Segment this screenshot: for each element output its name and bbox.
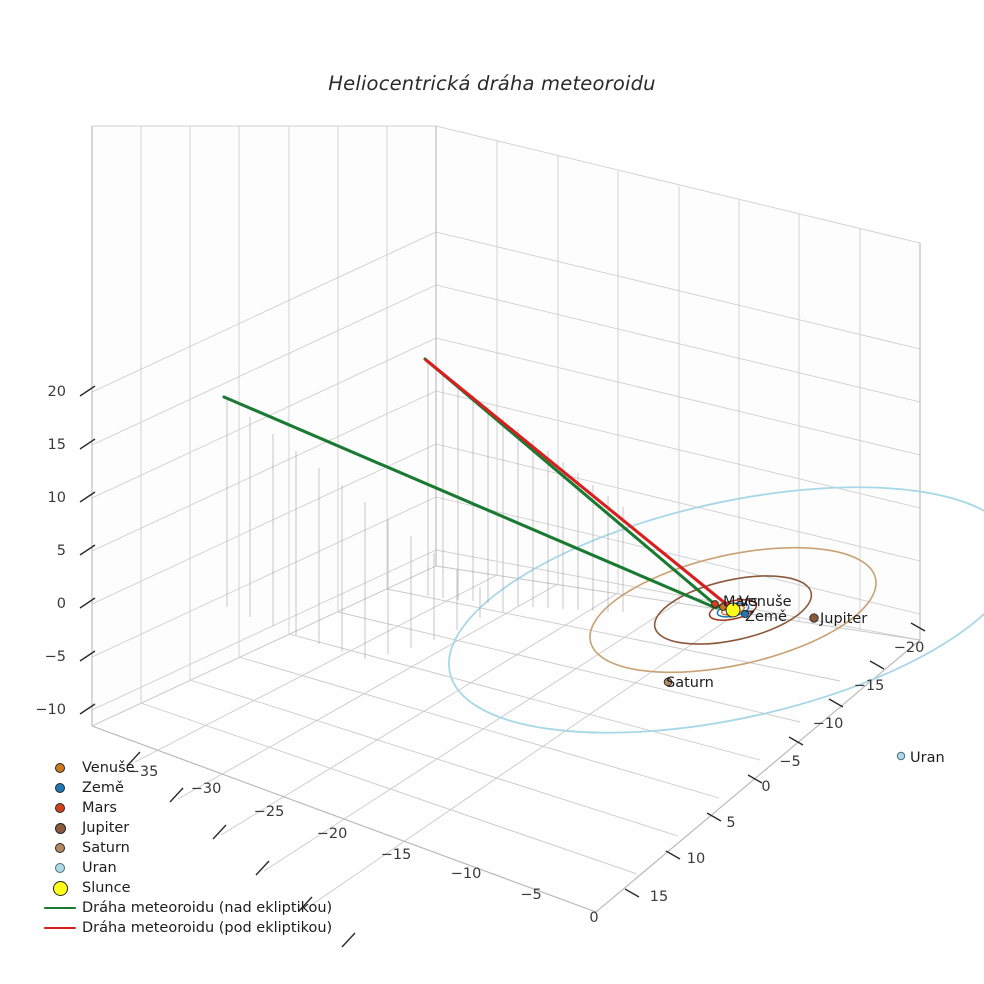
y-tick-label-5: 5 xyxy=(726,815,736,831)
y-tick-label-6: 10 xyxy=(686,851,706,867)
page-title: Heliocentrická dráha meteoroidu xyxy=(328,72,656,95)
legend-label-slunce: Slunce xyxy=(82,880,131,896)
legend-label-jupiter: Jupiter xyxy=(82,820,130,836)
x-tick-label-5: −10 xyxy=(450,866,482,882)
legend-label-zeme: Země xyxy=(82,780,124,796)
x-tick-label-4: −15 xyxy=(380,847,412,863)
body-marker-uranus xyxy=(896,751,906,761)
body-marker-saturn xyxy=(663,677,673,687)
body-marker-sun xyxy=(725,602,741,618)
axis-ticks xyxy=(79,385,926,948)
body-marker-earth xyxy=(740,609,750,619)
x-tick-label-3: −20 xyxy=(316,826,348,842)
red-line-icon xyxy=(38,926,82,930)
legend-label-saturn: Saturn xyxy=(82,840,130,856)
x-tick-label-6: −5 xyxy=(520,887,542,903)
orbit-jupiter xyxy=(653,575,813,645)
legend-label-trajectory-above: Dráha meteoroidu (nad ekliptikou) xyxy=(82,900,333,916)
z-tick-label-3: 5 xyxy=(56,543,66,559)
z-tick-label-1: 15 xyxy=(47,437,66,453)
body-label-jupiter: Jupiter xyxy=(820,611,868,627)
x-tick-label-2: −25 xyxy=(253,804,285,820)
axis-spines xyxy=(91,126,921,913)
legend-label-mars: Mars xyxy=(82,800,117,816)
legend-item-venuse[interactable]: Venuše xyxy=(38,758,332,778)
legend-item-zeme[interactable]: Země xyxy=(38,778,332,798)
x-tick-label-0: −35 xyxy=(127,764,159,780)
legend-item-jupiter[interactable]: Jupiter xyxy=(38,818,332,838)
z-tick-label-6: −10 xyxy=(35,702,66,718)
jupiter-marker-icon xyxy=(38,823,82,833)
legend-label-venuse: Venuše xyxy=(82,760,135,776)
y-tick-label-3: −5 xyxy=(779,754,801,770)
body-label-venus: Venuše xyxy=(739,594,792,610)
trajectory-red-below-ecliptic xyxy=(424,358,733,610)
mars-marker-icon xyxy=(38,804,82,812)
legend-item-uran[interactable]: Uran xyxy=(38,858,332,878)
x-tick-label-7: 0 xyxy=(589,910,599,926)
body-marker-mars xyxy=(711,600,719,608)
legend-item-saturn[interactable]: Saturn xyxy=(38,838,332,858)
z-tick-label-5: −5 xyxy=(44,649,66,665)
legend-item-trajectory-above[interactable]: Dráha meteoroidu (nad ekliptikou) xyxy=(38,898,332,918)
orbit-saturn xyxy=(589,546,877,674)
uranus-marker-icon xyxy=(38,864,82,872)
body-marker-jupiter xyxy=(809,613,819,623)
orbit-uranus xyxy=(448,486,984,734)
y-tick-label-4: 0 xyxy=(761,779,771,795)
z-tick-label-0: 20 xyxy=(47,384,66,400)
trajectory-stems xyxy=(226,362,624,659)
legend-label-trajectory-below: Dráha meteoroidu (pod ekliptikou) xyxy=(82,920,333,936)
earth-marker-icon xyxy=(38,783,82,793)
legend-item-slunce[interactable]: Slunce xyxy=(38,878,332,898)
body-label-earth: Země xyxy=(745,609,787,625)
y-tick-label-7: 15 xyxy=(649,889,669,905)
venus-marker-icon xyxy=(38,764,82,772)
body-label-saturn: Saturn xyxy=(666,675,714,691)
body-label-uranus: Uran xyxy=(910,750,945,766)
z-tick-label-2: 10 xyxy=(47,490,66,506)
body-label-mars: Mars xyxy=(723,594,758,610)
y-tick-label-0: −20 xyxy=(893,640,925,656)
green-line-icon xyxy=(38,906,82,910)
legend-label-uran: Uran xyxy=(82,860,117,876)
body-marker-venus xyxy=(719,603,727,611)
legend-item-trajectory-below[interactable]: Dráha meteoroidu (pod ekliptikou) xyxy=(38,918,332,938)
y-tick-label-1: −15 xyxy=(853,678,885,694)
orbit-mars xyxy=(708,599,758,621)
y-tick-label-2: −10 xyxy=(812,716,844,732)
z-tick-label-4: 0 xyxy=(56,596,66,612)
legend-item-mars[interactable]: Mars xyxy=(38,798,332,818)
x-tick-label-1: −30 xyxy=(190,781,222,797)
saturn-marker-icon xyxy=(38,843,82,853)
legend: Venuše Země Mars Jupiter Saturn xyxy=(38,758,332,938)
sun-marker-icon xyxy=(38,881,82,895)
